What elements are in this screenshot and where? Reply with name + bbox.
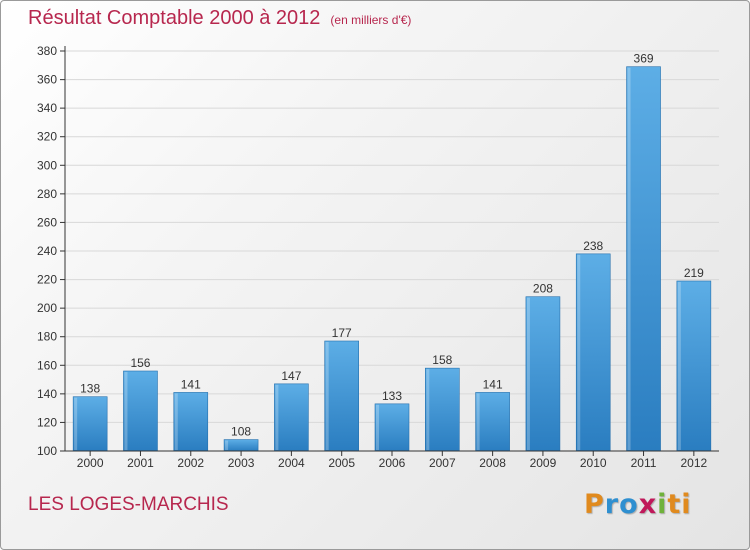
title-text: Résultat Comptable 2000 à 2012	[28, 7, 321, 29]
bar	[475, 392, 510, 452]
y-tick-label: 300	[37, 158, 57, 172]
logo-letter: t	[667, 489, 682, 520]
logo-letter: x	[638, 489, 658, 520]
logo-letter: P	[584, 489, 605, 520]
bar-highlight	[376, 404, 379, 450]
y-tick-label: 260	[37, 215, 57, 229]
bar	[324, 340, 359, 452]
y-tick-label: 120	[37, 415, 57, 429]
bar	[123, 370, 158, 452]
bar	[676, 280, 712, 452]
bar-highlight	[627, 67, 631, 450]
bar	[626, 66, 661, 452]
bar-highlight	[74, 397, 78, 450]
bar	[173, 392, 209, 452]
bar	[525, 296, 561, 452]
bar-highlight	[275, 384, 279, 450]
y-tick-label: 200	[37, 301, 57, 315]
bar-highlight	[225, 440, 229, 450]
bar-highlight	[426, 369, 430, 450]
proxiti-logo[interactable]: Proxiti	[584, 489, 692, 520]
data-label: 238	[583, 239, 603, 253]
bar	[575, 253, 611, 452]
x-tick-label: 2006	[379, 456, 406, 470]
y-tick-label: 280	[37, 187, 57, 201]
y-tick-label: 180	[37, 330, 57, 344]
data-label: 369	[634, 52, 654, 66]
y-tick-label: 140	[37, 387, 57, 401]
bar-highlight	[677, 282, 681, 450]
bar	[274, 383, 309, 452]
bar-highlight	[526, 297, 530, 450]
chart-title: Résultat Comptable 2000 à 2012 (en millie…	[28, 7, 411, 30]
bar	[374, 403, 410, 452]
bar-highlight	[174, 393, 178, 450]
location-name: LES LOGES-MARCHIS	[28, 494, 229, 515]
x-tick-label: 2001	[127, 456, 154, 470]
data-label: 177	[332, 326, 352, 340]
logo-letter: o	[619, 489, 639, 520]
x-tick-label: 2008	[479, 456, 506, 470]
y-tick-label: 220	[37, 273, 57, 287]
axes: 100 120 140 160 180 200 220 240 260 280 300 320 340 3…	[37, 44, 719, 470]
bar-highlight	[325, 342, 329, 450]
x-tick-label: 2011	[631, 456, 657, 470]
bars	[72, 66, 712, 452]
y-tick-label: 340	[37, 101, 57, 115]
logo-letter: i	[681, 489, 692, 520]
data-label: 208	[533, 282, 553, 296]
x-tick-label: 2005	[328, 456, 355, 470]
bar-highlight	[124, 372, 128, 450]
x-tick-label: 2000	[77, 456, 104, 470]
x-tick-label: 2010	[580, 456, 607, 470]
logo-letter: r	[604, 489, 620, 520]
chart-subtitle: (en milliers d'€)	[330, 13, 412, 27]
bar	[425, 367, 460, 452]
data-label: 138	[80, 382, 100, 396]
bar	[72, 396, 108, 452]
bar-highlight	[476, 393, 480, 450]
data-label: 156	[130, 356, 150, 370]
y-tick-label: 240	[37, 244, 57, 258]
x-tick-label: 2004	[278, 456, 305, 470]
x-tick-label: 2007	[429, 456, 456, 470]
y-tick-label: 360	[37, 73, 57, 87]
x-tick-label: 2003	[228, 456, 255, 470]
logo-letter: i	[657, 489, 668, 520]
y-tick-label: 100	[37, 444, 57, 458]
data-label: 133	[382, 389, 402, 403]
y-tick-label: 160	[37, 358, 57, 372]
x-tick-label: 2002	[177, 456, 204, 470]
data-label: 219	[684, 266, 704, 280]
data-label: 141	[181, 377, 201, 391]
bar-highlight	[577, 254, 581, 450]
data-label: 147	[281, 369, 301, 383]
data-label: 108	[231, 425, 251, 439]
x-tick-label: 2009	[530, 456, 557, 470]
y-tick-label: 320	[37, 130, 57, 144]
bar	[223, 439, 259, 452]
data-labels: 138 156 141 108 147 177 133 158 141 208 238 369 219	[80, 52, 704, 439]
data-label: 158	[432, 353, 452, 367]
data-label: 141	[483, 377, 503, 391]
y-tick-label: 380	[37, 44, 57, 58]
x-tick-label: 2012	[680, 456, 707, 470]
